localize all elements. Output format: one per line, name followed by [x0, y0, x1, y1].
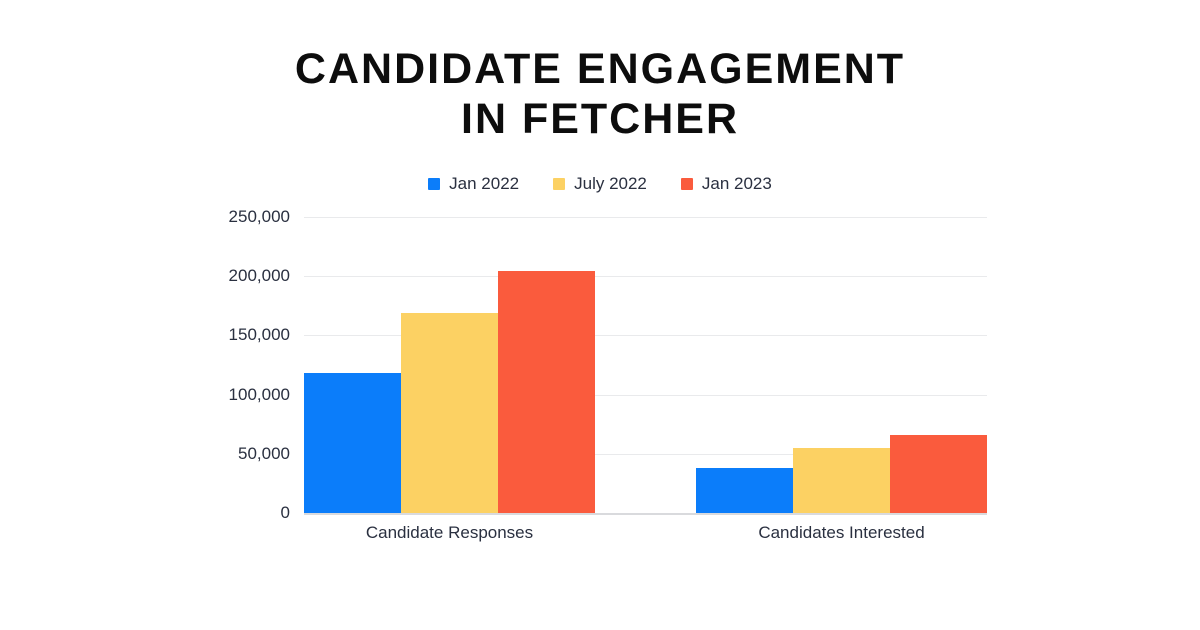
legend-label-jan-2023: Jan 2023 [701, 174, 772, 193]
title-line-1: CANDIDATE ENGAGEMENT [294, 45, 906, 93]
legend-item-jan-2022[interactable]: Jan 2022 [428, 174, 519, 194]
legend-swatch-jan-2022 [428, 178, 441, 190]
bar[interactable] [696, 468, 793, 513]
bar[interactable] [498, 271, 595, 513]
y-axis-tick-label: 50,000 [238, 443, 290, 463]
page-title: CANDIDATE ENGAGEMENT IN FETCHER [0, 44, 1200, 144]
legend-label-jan-2022: Jan 2022 [449, 174, 520, 193]
bar[interactable] [890, 434, 987, 513]
bar[interactable] [304, 373, 401, 513]
legend-swatch-jan-2023 [680, 178, 693, 190]
x-axis-line [304, 513, 987, 515]
x-axis-tick-label: Candidates Interested [758, 523, 925, 542]
y-axis-tick-label: 200,000 [228, 266, 290, 286]
gridline [304, 276, 987, 278]
y-axis-tick-label: 100,000 [228, 384, 290, 404]
y-axis-tick-label: 0 [280, 503, 290, 522]
y-axis-tick-label: 150,000 [228, 325, 290, 345]
legend-label-july-2022: July 2022 [574, 174, 647, 193]
legend-item-july-2022[interactable]: July 2022 [553, 174, 647, 194]
gridline [304, 394, 987, 396]
gridline [304, 217, 987, 218]
legend-item-jan-2023[interactable]: Jan 2023 [680, 174, 772, 194]
plot-area [304, 217, 987, 515]
x-axis-tick-label: Candidate Responses [365, 523, 534, 542]
bar[interactable] [401, 312, 498, 513]
legend-swatch-july-2022 [553, 178, 566, 190]
title-line-2: IN FETCHER [461, 95, 739, 143]
gridline [304, 453, 987, 455]
y-axis-tick-label: 250,000 [228, 207, 290, 226]
gridline [304, 335, 987, 337]
bar[interactable] [793, 447, 890, 513]
chart-legend: Jan 2022 July 2022 Jan 2023 [0, 174, 1200, 194]
